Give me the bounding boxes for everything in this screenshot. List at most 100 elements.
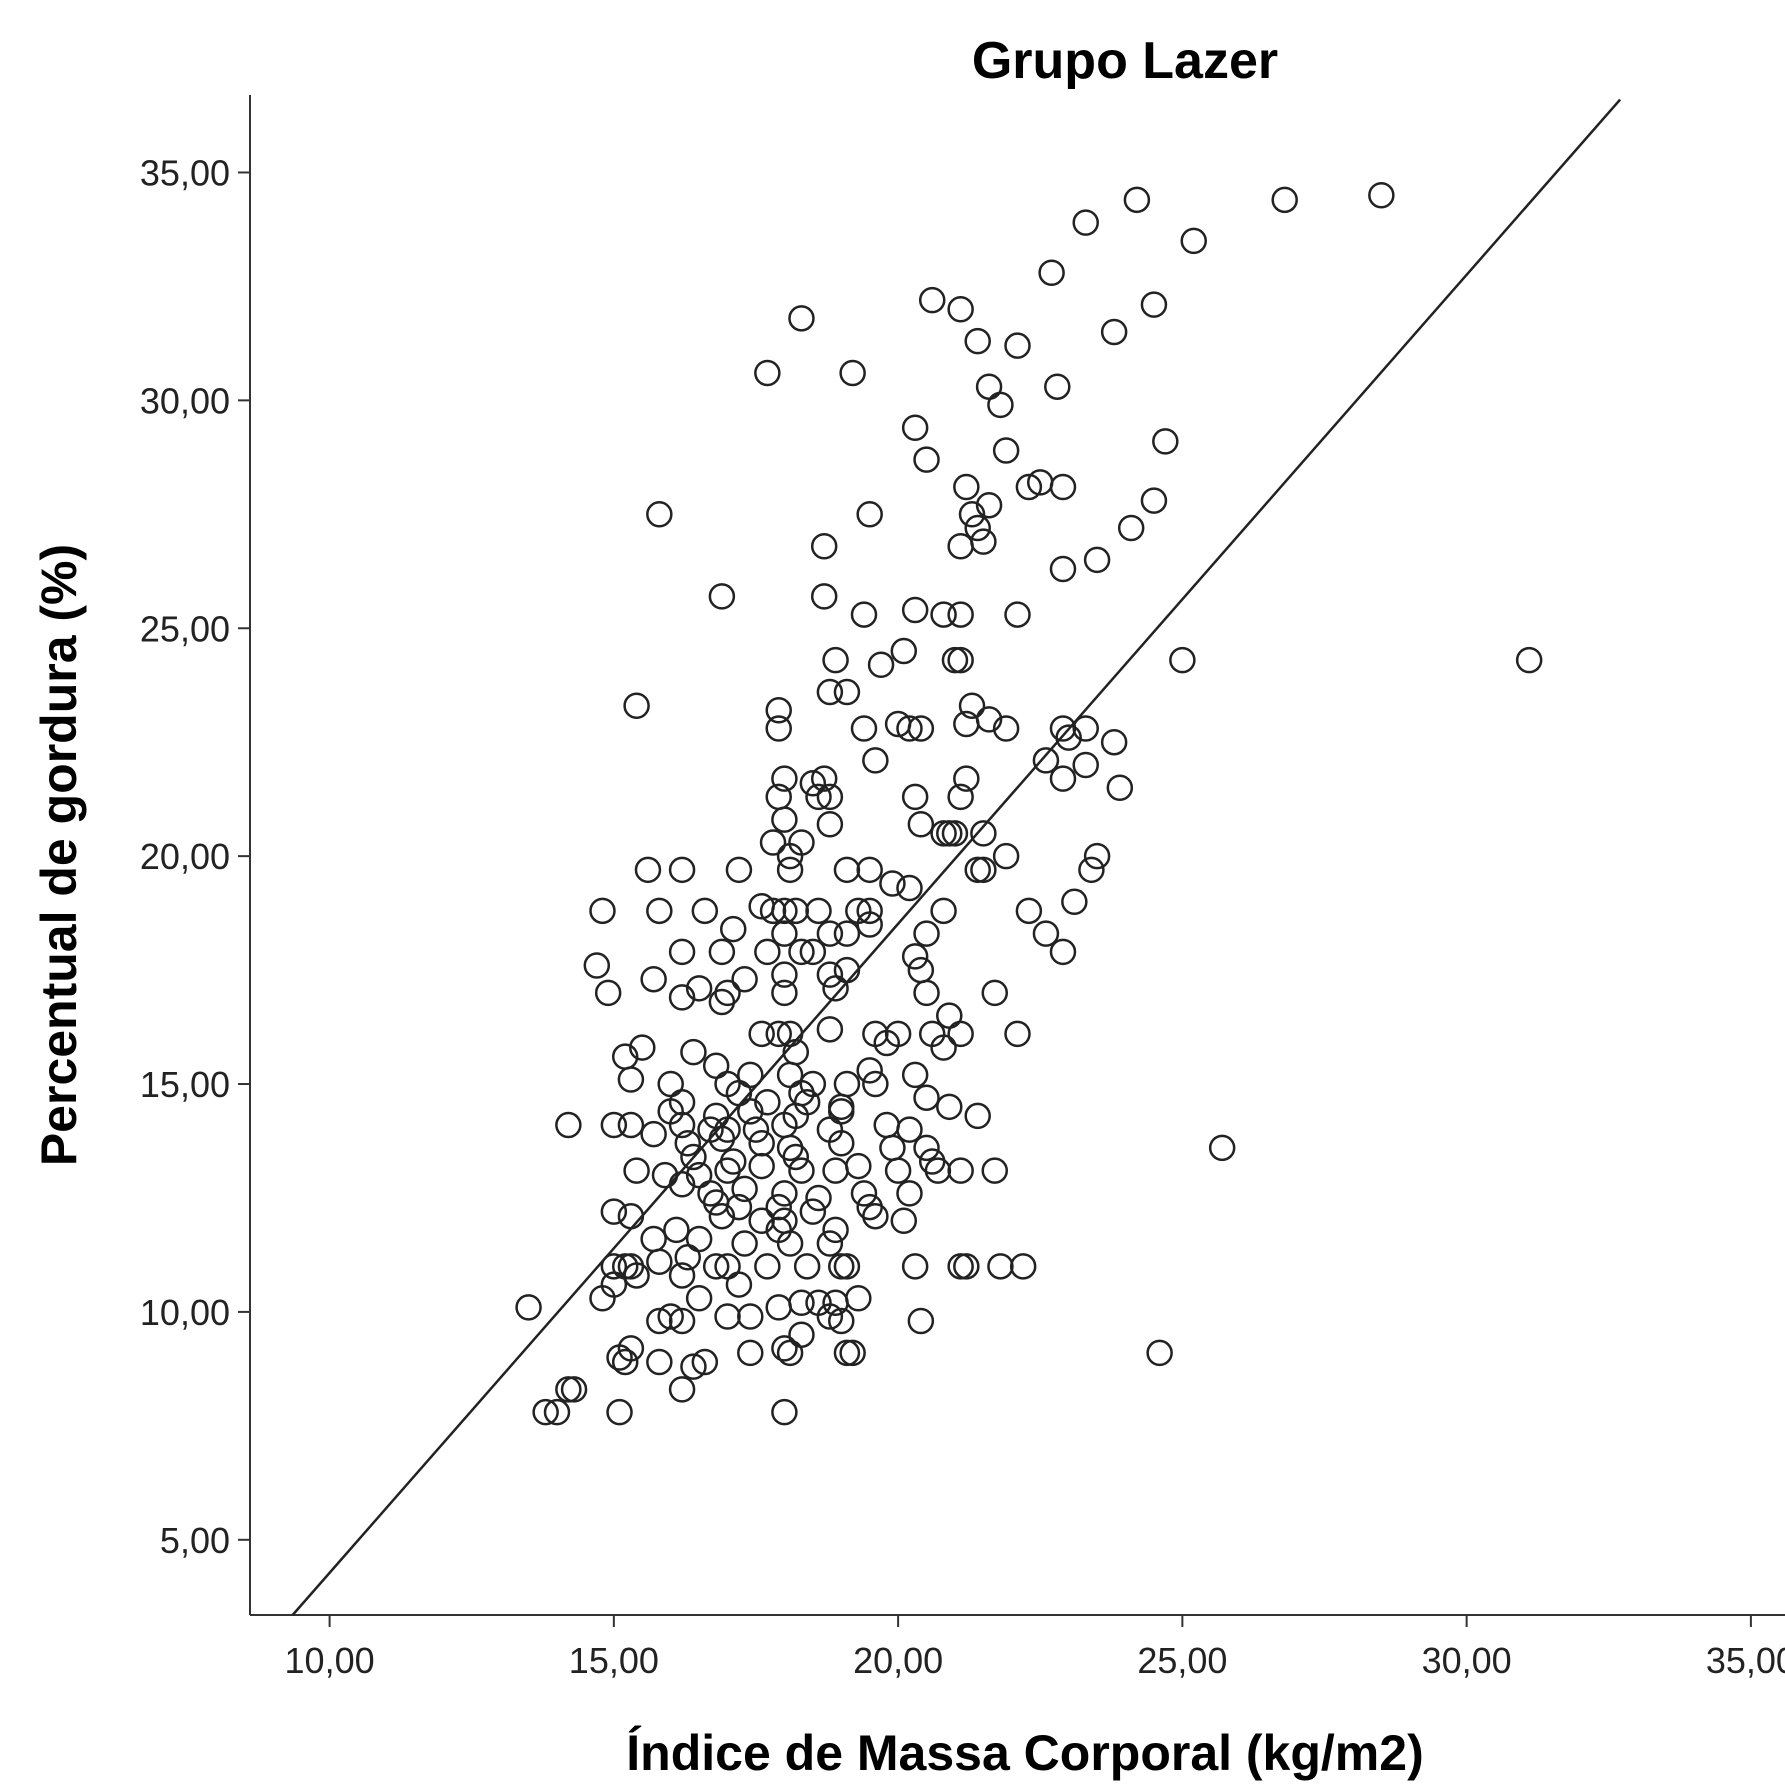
data-point: [850, 1180, 878, 1207]
data-point: [555, 1376, 582, 1403]
data-point: [668, 856, 696, 884]
data-point: [941, 646, 969, 674]
data-point: [828, 1307, 855, 1335]
data-point: [856, 897, 883, 925]
y-tick-label: 10,00: [140, 1292, 230, 1333]
data-point: [680, 1038, 707, 1066]
data-point: [907, 715, 935, 742]
data-point: [799, 1198, 827, 1225]
data-point: [884, 1157, 912, 1184]
data-point: [816, 1230, 844, 1257]
data-point: [924, 1157, 952, 1184]
x-tick-label: 10,00: [285, 1640, 375, 1681]
data-point: [793, 1253, 821, 1280]
data-point: [816, 961, 844, 988]
data-point: [708, 1125, 736, 1152]
data-point: [776, 856, 804, 884]
data-point: [987, 391, 1014, 419]
data-point: [816, 1303, 844, 1330]
data-point: [600, 1111, 628, 1139]
y-tick-label: 25,00: [140, 608, 230, 649]
data-point: [708, 583, 736, 610]
data-point: [964, 1102, 991, 1130]
data-point: [737, 1098, 764, 1125]
data-point: [1055, 724, 1082, 751]
data-point: [771, 1180, 798, 1207]
data-point: [856, 501, 883, 528]
data-point: [731, 1175, 758, 1203]
data-point: [1072, 751, 1099, 779]
data-point: [663, 1216, 690, 1244]
data-point: [1208, 1134, 1236, 1162]
data-point: [953, 710, 980, 738]
data-point: [725, 856, 753, 884]
data-point: [896, 1180, 923, 1207]
data-point: [776, 1339, 804, 1367]
data-point: [890, 1207, 918, 1235]
regression-line: [291, 98, 1622, 1616]
data-point: [725, 1271, 753, 1298]
data-points: [515, 182, 1543, 1426]
data-point: [901, 943, 929, 970]
data-point: [1083, 546, 1111, 574]
data-point: [816, 783, 844, 811]
data-point: [737, 1339, 764, 1367]
data-point: [668, 1262, 696, 1289]
data-point: [918, 286, 946, 314]
data-point: [731, 1230, 758, 1257]
data-point: [833, 956, 861, 984]
data-point: [850, 601, 878, 628]
y-tick-label: 5,00: [160, 1520, 230, 1561]
data-point: [862, 747, 889, 774]
data-point: [1032, 920, 1060, 947]
data-point: [657, 1070, 684, 1098]
x-tick-label: 30,00: [1422, 1640, 1512, 1681]
data-point: [708, 1202, 736, 1230]
data-point: [788, 1321, 815, 1348]
data-point: [623, 1262, 650, 1289]
data-point: [845, 1284, 872, 1312]
data-point: [742, 1116, 770, 1143]
x-axis-label: Índice de Massa Corporal (kg/m2): [626, 1725, 1423, 1781]
data-point: [771, 1207, 798, 1235]
data-point: [737, 1061, 764, 1089]
data-point: [816, 678, 844, 706]
data-point: [1152, 428, 1179, 455]
data-point: [1038, 259, 1065, 287]
data-point: [1140, 291, 1168, 318]
data-point: [828, 1130, 855, 1157]
data-point: [515, 1294, 542, 1321]
data-point: [788, 1289, 815, 1317]
data-point: [833, 920, 861, 947]
data-point: [1140, 487, 1168, 514]
data-point: [776, 842, 804, 870]
data-point: [981, 979, 1009, 1007]
data-point: [702, 1189, 730, 1216]
data-point: [953, 473, 980, 501]
data-point: [1146, 1339, 1173, 1367]
data-point: [1049, 473, 1077, 501]
data-point: [617, 1111, 645, 1139]
data-point: [992, 715, 1020, 742]
data-point: [930, 897, 957, 925]
data-point: [788, 938, 815, 966]
chart-title: Grupo Lazer: [972, 32, 1278, 90]
data-point: [685, 1284, 713, 1312]
data-point: [1083, 842, 1111, 870]
data-point: [947, 1157, 974, 1184]
data-point: [930, 601, 957, 628]
data-point: [822, 646, 849, 674]
data-point: [901, 1061, 929, 1089]
data-point: [970, 528, 997, 555]
data-point: [685, 1225, 713, 1253]
data-point: [913, 446, 940, 473]
data-point: [754, 359, 781, 387]
data-point: [947, 295, 974, 323]
data-point: [754, 938, 781, 966]
data-point: [765, 715, 792, 742]
data-point: [907, 1307, 935, 1335]
data-point: [668, 1307, 696, 1335]
data-point: [953, 765, 980, 792]
data-point: [776, 1230, 804, 1257]
data-point: [771, 1398, 798, 1426]
